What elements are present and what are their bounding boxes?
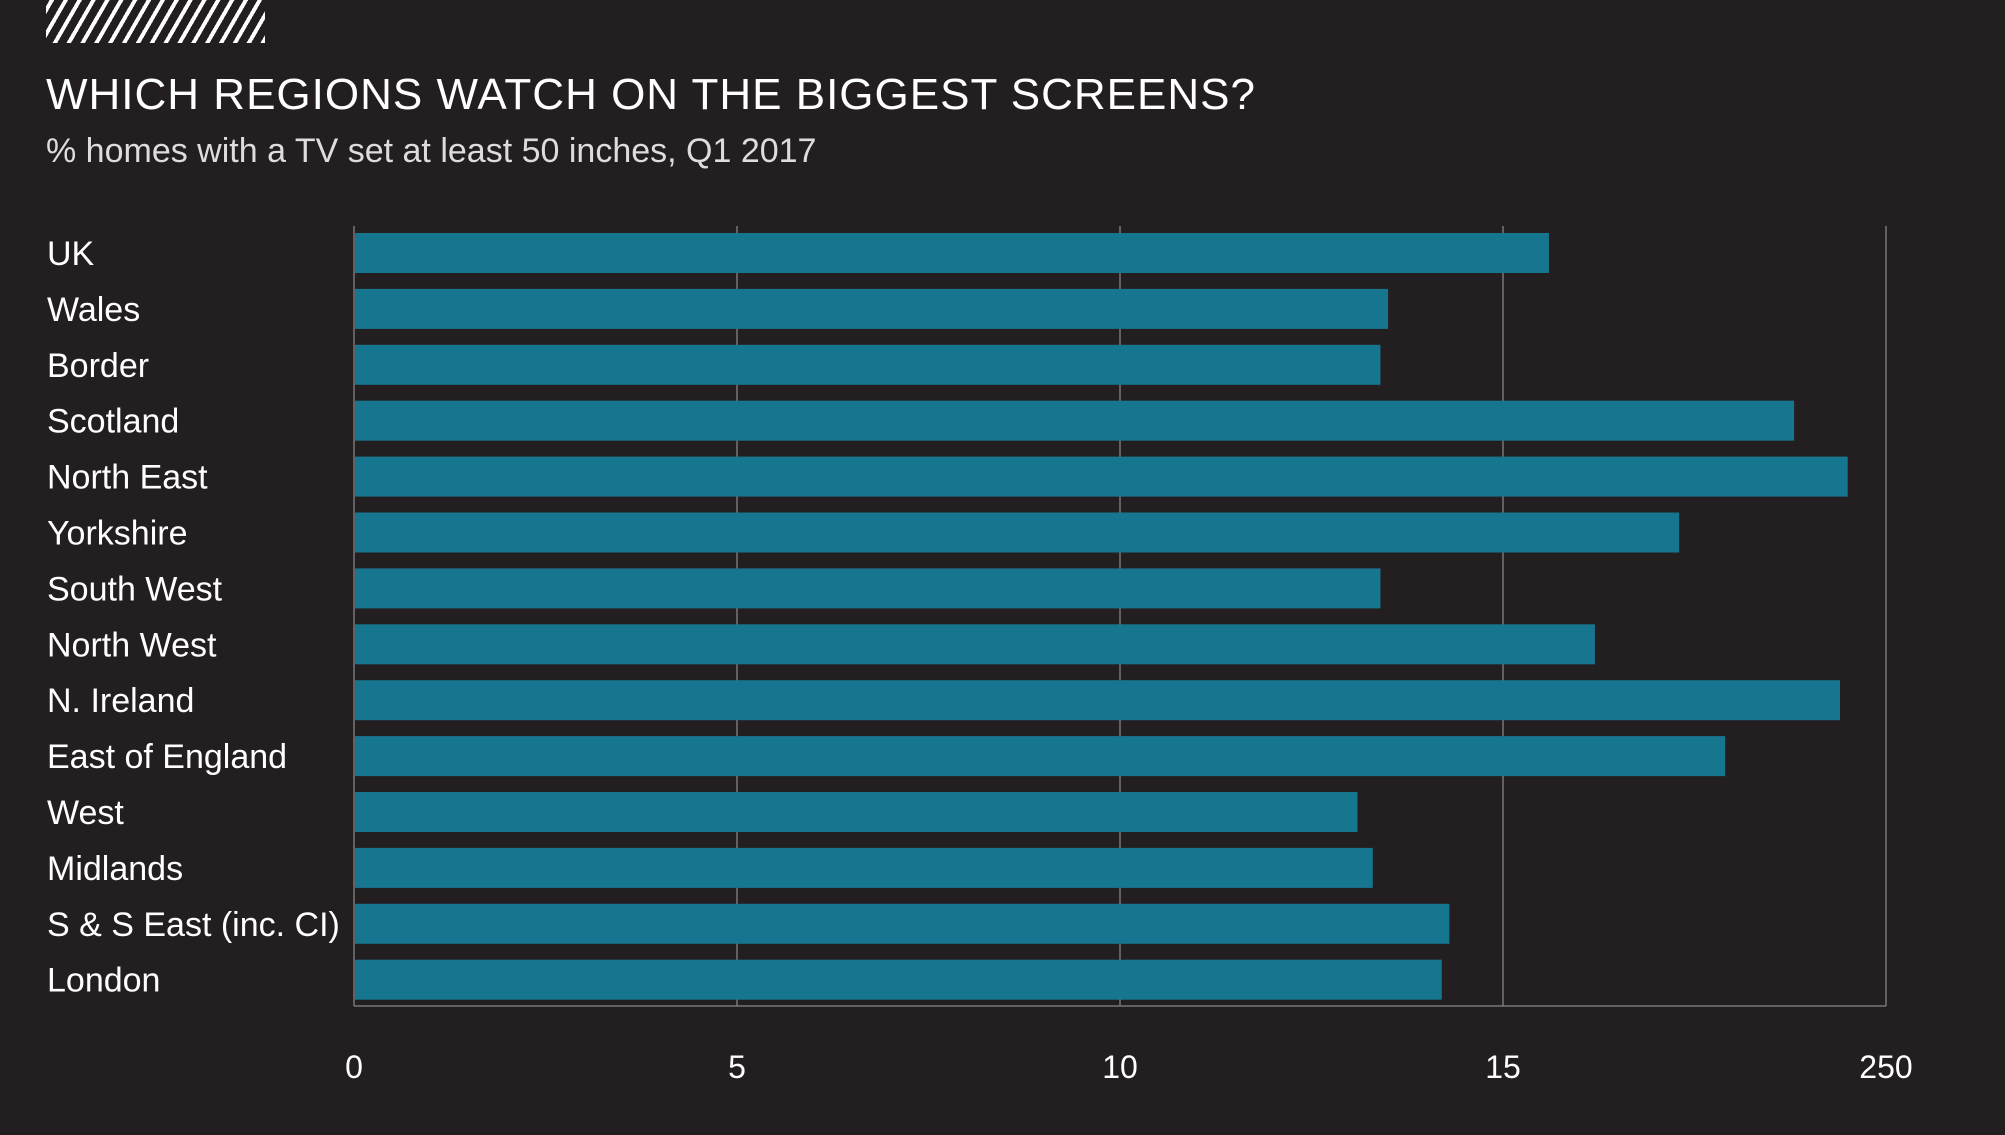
category-label: Midlands: [47, 850, 183, 888]
x-tick-label: 5: [728, 1049, 746, 1085]
bar: [355, 512, 1680, 553]
chart-title: WHICH REGIONS WATCH ON THE BIGGEST SCREE…: [46, 70, 1256, 119]
category-label: Yorkshire: [47, 515, 187, 553]
category-label: Border: [47, 347, 149, 385]
bar: [355, 792, 1358, 832]
category-label: Scotland: [47, 403, 179, 441]
category-label: North West: [47, 626, 217, 664]
x-tick-label: 10: [1102, 1049, 1138, 1085]
bar: [355, 736, 1726, 777]
category-label: Wales: [47, 291, 140, 329]
category-label: S & S East (inc. CI): [47, 906, 340, 944]
hatch-logo: [46, 0, 265, 43]
bar: [355, 847, 1373, 888]
category-label: East of England: [47, 738, 287, 776]
x-tick-label: 15: [1485, 1049, 1521, 1085]
bar: [355, 233, 1549, 273]
category-label: North East: [47, 459, 208, 497]
bar: [355, 903, 1450, 944]
bar: [355, 568, 1381, 609]
category-label: South West: [47, 570, 223, 608]
bar: [355, 344, 1381, 385]
bar: [355, 400, 1795, 441]
bar: [355, 959, 1442, 1000]
category-label: London: [47, 962, 160, 1000]
x-tick-label: 0: [345, 1049, 363, 1085]
bar: [355, 680, 1841, 721]
bar: [355, 456, 1848, 497]
category-label: West: [47, 794, 124, 832]
x-tick-label: 250: [1859, 1049, 1912, 1085]
bar: [355, 624, 1595, 665]
category-label: N. Ireland: [47, 682, 194, 720]
category-label: UK: [47, 235, 95, 273]
bar: [355, 288, 1389, 329]
chart-subtitle: % homes with a TV set at least 50 inches…: [46, 132, 817, 170]
